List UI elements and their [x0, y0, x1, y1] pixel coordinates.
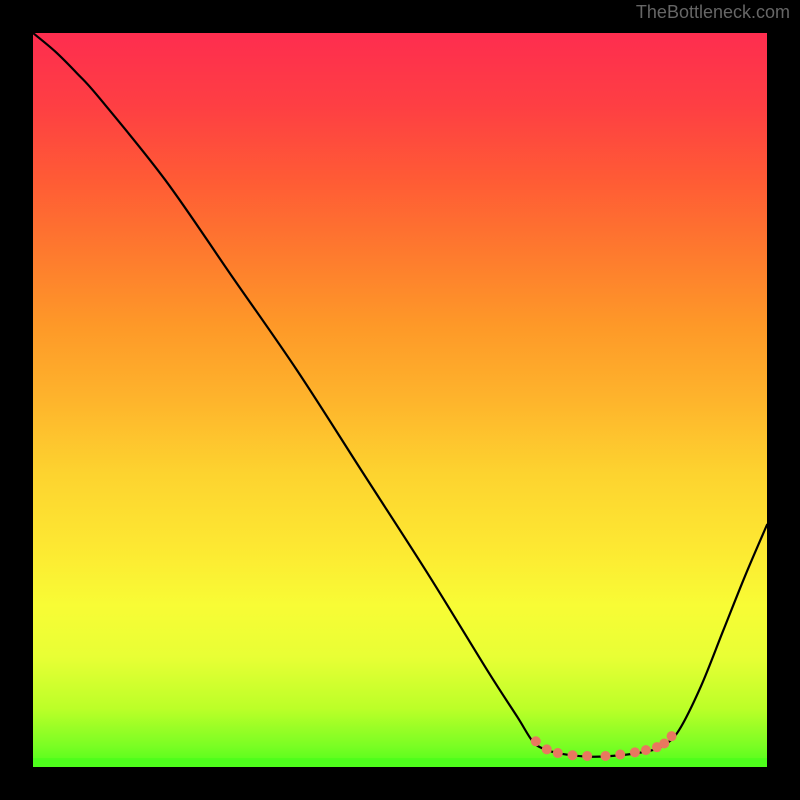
data-marker [641, 745, 651, 755]
data-marker [542, 744, 552, 754]
data-marker [615, 750, 625, 760]
data-marker [567, 750, 577, 760]
data-marker [630, 747, 640, 757]
data-marker [667, 731, 677, 741]
bottom-band [33, 758, 767, 767]
data-marker [531, 736, 541, 746]
data-marker [553, 748, 563, 758]
attribution-text: TheBottleneck.com [636, 2, 790, 23]
data-marker [601, 751, 611, 761]
data-marker [659, 739, 669, 749]
plot-background [33, 33, 767, 767]
data-marker [582, 751, 592, 761]
bottleneck-chart [0, 0, 800, 800]
